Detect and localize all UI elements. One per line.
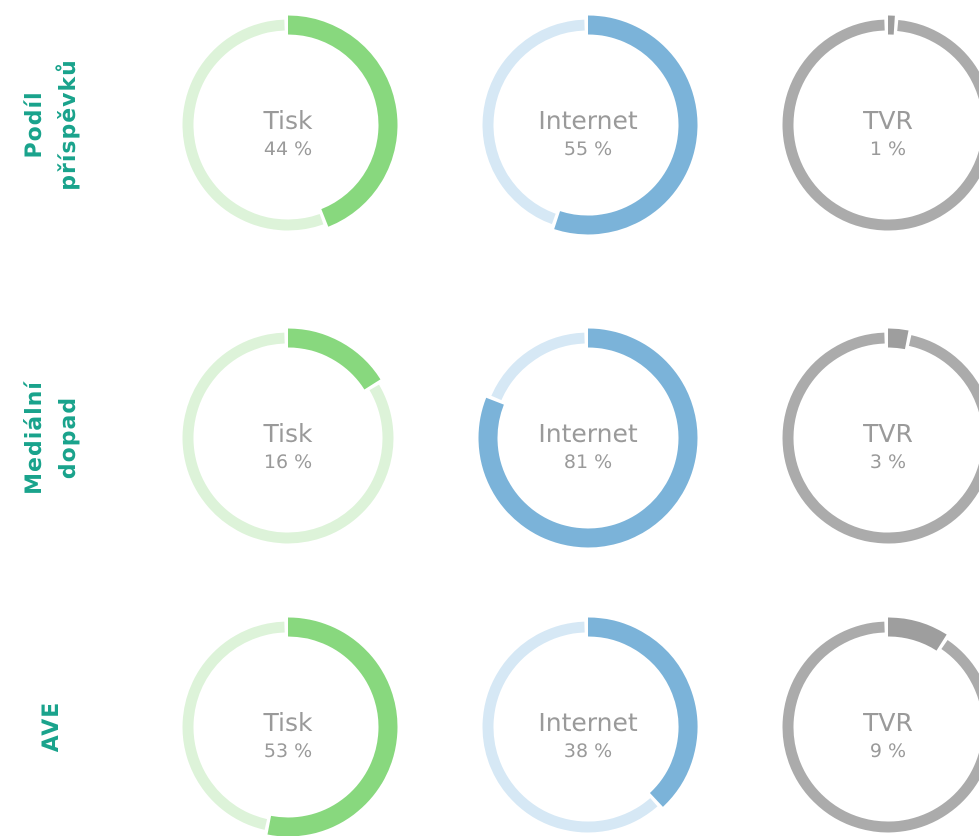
donut-value: 16 % [264, 451, 312, 473]
donut-value: 3 % [870, 451, 906, 473]
donut-track [782, 19, 979, 231]
donut-arc [287, 328, 381, 390]
donut-label: TVR [862, 419, 913, 448]
donut-track [182, 19, 324, 231]
donut-arc [887, 328, 909, 350]
donut-value: 55 % [564, 138, 612, 160]
donut-arc [554, 15, 698, 235]
row-label: Podíl příspěvků [22, 59, 81, 191]
donut-arc [267, 617, 398, 836]
donut-value: 38 % [564, 740, 612, 762]
donut-track [782, 621, 979, 833]
donut-track [182, 621, 285, 830]
donut-label: TVR [862, 106, 913, 135]
donut-label: Tisk [263, 419, 313, 448]
donut-arc [887, 617, 947, 651]
donut-value: 53 % [264, 740, 312, 762]
donut-label: Internet [538, 419, 637, 448]
donut-arc [287, 15, 398, 227]
donut-label: TVR [862, 708, 913, 737]
donut-value: 1 % [870, 138, 906, 160]
donut-track [482, 621, 658, 833]
donut-value: 9 % [870, 740, 906, 762]
donut-track [182, 332, 394, 544]
donut-label: Internet [538, 708, 637, 737]
donut-track [782, 332, 979, 544]
donut-track [491, 332, 585, 401]
donut-track [482, 19, 585, 225]
donut-value: 81 % [564, 451, 612, 473]
donut-label: Tisk [263, 106, 313, 135]
donut-label: Internet [538, 106, 637, 135]
row-label: AVE [39, 701, 64, 753]
donut-arc [478, 328, 698, 548]
row-label: Mediální dopad [22, 381, 81, 495]
donut-label: Tisk [263, 708, 313, 737]
donut-value: 44 % [264, 138, 312, 160]
donut-arc [587, 617, 698, 807]
